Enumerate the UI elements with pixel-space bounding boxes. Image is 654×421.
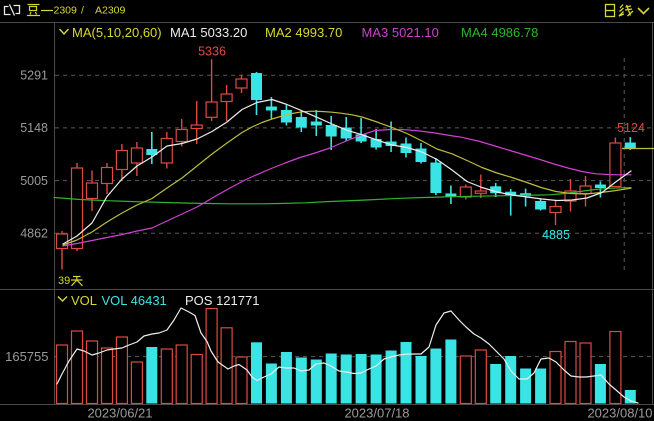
svg-text:MA1 5033.20: MA1 5033.20 xyxy=(170,25,247,40)
svg-text:2023/08/10: 2023/08/10 xyxy=(587,406,652,421)
svg-text:2023/06/21: 2023/06/21 xyxy=(87,406,152,421)
svg-text:MA3 5021.10: MA3 5021.10 xyxy=(362,25,439,40)
svg-text:4862: 4862 xyxy=(20,226,48,240)
svg-text:5124: 5124 xyxy=(617,121,645,135)
svg-text:2023/07/18: 2023/07/18 xyxy=(344,406,409,421)
svg-text:MA2 4993.70: MA2 4993.70 xyxy=(265,25,342,40)
svg-text:5005: 5005 xyxy=(20,174,48,188)
svg-text:5291: 5291 xyxy=(20,69,48,83)
svg-text:5336: 5336 xyxy=(198,44,226,58)
svg-text:POS 121771: POS 121771 xyxy=(185,293,259,308)
svg-text:5148: 5148 xyxy=(20,121,48,135)
svg-text:VOL: VOL xyxy=(71,293,97,308)
svg-text:VOL 46431: VOL 46431 xyxy=(102,293,167,308)
svg-text:MA4 4986.78: MA4 4986.78 xyxy=(461,25,538,40)
svg-text:39: 39 xyxy=(58,275,70,287)
svg-text:2309: 2309 xyxy=(54,5,78,17)
svg-text:/: / xyxy=(81,5,84,17)
svg-text:A2309: A2309 xyxy=(95,5,126,17)
svg-text:165755: 165755 xyxy=(5,349,48,364)
svg-text:4885: 4885 xyxy=(542,228,570,242)
svg-text:MA(5,10,20,60): MA(5,10,20,60) xyxy=(72,25,162,40)
